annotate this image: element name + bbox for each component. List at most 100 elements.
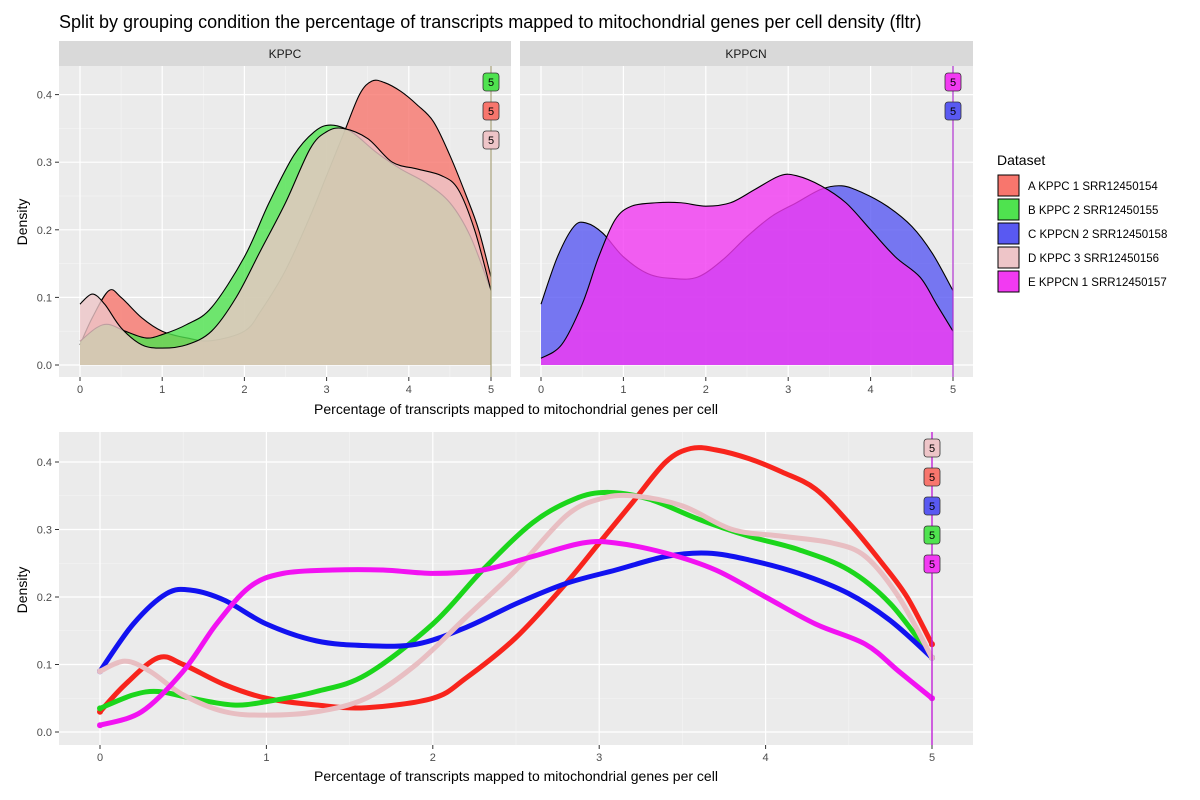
x-tick-label: 0 xyxy=(77,384,83,396)
xticks-bottom: 0 1 2 3 4 5 xyxy=(97,745,935,764)
area-e-kppcn-1-srr12450157 xyxy=(541,174,953,365)
label-badge-a-kppc-1-srr12450154: 5 xyxy=(923,467,941,487)
badge-text: 5 xyxy=(929,501,935,513)
x-tick-label: 0 xyxy=(538,384,544,396)
x-tick-label: 1 xyxy=(263,752,269,764)
badge-box xyxy=(923,496,941,516)
badge-text: 5 xyxy=(950,106,956,118)
x-tick-label: 4 xyxy=(763,752,769,764)
badge-box xyxy=(944,72,962,92)
grid-bottom xyxy=(59,432,973,745)
line-start-point xyxy=(97,705,103,712)
legend-swatch xyxy=(997,198,1020,221)
x-tick-label: 3 xyxy=(596,752,602,764)
label-badge-e-kppcn-1-srr12450157: 5 xyxy=(944,72,962,92)
legend-label: D KPPC 3 SRR12450156 xyxy=(1028,253,1159,265)
top-y-axis-title: Density xyxy=(14,199,30,246)
line-d-kppc-3-srr12450156 xyxy=(97,492,935,718)
areas-kppc xyxy=(79,66,492,377)
legend-label: C KPPCN 2 SRR12450158 xyxy=(1028,229,1167,241)
label-badge-b-kppc-2-srr12450155: 5 xyxy=(923,525,941,545)
y-tick-label: 0.1 xyxy=(37,660,52,672)
y-tick-label: 0.1 xyxy=(37,292,52,304)
badges-kppcn: 55 xyxy=(944,72,962,121)
badge-box xyxy=(923,467,941,487)
x-tick-label: 1 xyxy=(620,384,626,396)
legend: Dataset A KPPC 1 SRR12450154 B KPPC 2 SRR… xyxy=(997,152,1167,293)
label-badge-d-kppc-3-srr12450156: 5 xyxy=(923,438,941,458)
legend-label: A KPPC 1 SRR12450154 xyxy=(1028,181,1158,193)
x-tick-label: 3 xyxy=(785,384,791,396)
y-tick-label: 0.0 xyxy=(37,360,52,372)
facet-strip-kppcn xyxy=(520,41,973,66)
y-tick-label: 0.4 xyxy=(37,457,52,469)
badge-box xyxy=(944,101,962,121)
area-outline-e-kppcn-1-srr12450157 xyxy=(540,173,954,359)
legend-swatch xyxy=(997,246,1020,269)
y-tick-label: 0.3 xyxy=(37,157,52,169)
legend-item-c-kppcn-2-srr12450158: C KPPCN 2 SRR12450158 xyxy=(997,222,1167,245)
badge-text: 5 xyxy=(929,443,935,455)
x-tick-label: 4 xyxy=(406,384,412,396)
line-start-point xyxy=(97,722,103,729)
badge-box xyxy=(923,554,941,574)
bottom-panel: 5 5 5 5 5 0 1 2 3 4 5 0.0 0.1 0.2 0.3 0.4 xyxy=(37,432,973,764)
figure-title: Split by grouping condition the percenta… xyxy=(59,12,921,32)
y-tick-label: 0.4 xyxy=(37,90,52,102)
badge-text: 5 xyxy=(488,106,494,118)
bottom-y-axis-title: Density xyxy=(14,567,30,614)
x-tick-label: 4 xyxy=(868,384,874,396)
badge-box xyxy=(482,130,500,150)
xticks-kppcn: 0 1 2 3 4 5 xyxy=(538,377,956,396)
line-b-kppc-2-srr12450155 xyxy=(97,489,935,711)
badge-text: 5 xyxy=(929,559,935,571)
legend-swatch xyxy=(997,270,1020,293)
badge-box xyxy=(923,438,941,458)
label-badge-d-kppc-3-srr12450156: 5 xyxy=(482,130,500,150)
x-tick-label: 5 xyxy=(488,384,494,396)
line-a-kppc-1-srr12450154 xyxy=(97,445,935,715)
badge-box xyxy=(923,525,941,545)
badge-box xyxy=(482,72,500,92)
bottom-x-axis-title: Percentage of transcripts mapped to mito… xyxy=(314,768,718,784)
legend-swatch xyxy=(997,174,1020,197)
yticks-top: 0.0 0.1 0.2 0.3 0.4 xyxy=(37,90,59,372)
area-d-kppc-3-srr12450156 xyxy=(80,127,491,365)
line-e-kppcn-1-srr12450157 xyxy=(97,539,935,728)
badge-text: 5 xyxy=(488,135,494,147)
label-badge-a-kppc-1-srr12450154: 5 xyxy=(482,101,500,121)
y-tick-label: 0.2 xyxy=(37,225,52,237)
y-tick-label: 0.0 xyxy=(37,727,52,739)
facet-label-kppcn: KPPCN xyxy=(725,47,766,61)
top-x-axis-title: Percentage of transcripts mapped to mito… xyxy=(314,401,718,417)
badge-text: 5 xyxy=(929,530,935,542)
x-tick-label: 0 xyxy=(97,752,103,764)
x-tick-label: 5 xyxy=(950,384,956,396)
x-tick-label: 2 xyxy=(430,752,436,764)
badge-text: 5 xyxy=(929,472,935,484)
facet-kppc: KPPC 5 5 5 0 1 2 3 4 5 xyxy=(59,41,511,396)
area-outline-d-kppc-3-srr12450156 xyxy=(79,127,492,349)
y-tick-label: 0.3 xyxy=(37,525,52,537)
x-tick-label: 1 xyxy=(159,384,165,396)
y-tick-label: 0.2 xyxy=(37,592,52,604)
legend-item-b-kppc-2-srr12450155: B KPPC 2 SRR12450155 xyxy=(997,198,1158,221)
x-tick-label: 3 xyxy=(324,384,330,396)
facet-strip-kppc xyxy=(59,41,511,66)
badges-bottom: 5 5 5 5 5 xyxy=(923,438,941,574)
line-c-kppcn-2-srr12450158 xyxy=(97,550,935,674)
label-badge-e-kppcn-1-srr12450157: 5 xyxy=(923,554,941,574)
x-tick-label: 2 xyxy=(241,384,247,396)
badges-kppc: 5 5 5 xyxy=(482,72,500,150)
badge-box xyxy=(482,101,500,121)
legend-item-e-kppcn-1-srr12450157: E KPPCN 1 SRR12450157 xyxy=(997,270,1167,293)
legend-label: B KPPC 2 SRR12450155 xyxy=(1028,205,1158,217)
badge-text: 5 xyxy=(488,77,494,89)
x-tick-label: 2 xyxy=(703,384,709,396)
legend-label: E KPPCN 1 SRR12450157 xyxy=(1028,277,1167,289)
legend-item-a-kppc-1-srr12450154: A KPPC 1 SRR12450154 xyxy=(997,174,1158,197)
legend-title: Dataset xyxy=(997,152,1045,168)
label-badge-b-kppc-2-srr12450155: 5 xyxy=(482,72,500,92)
